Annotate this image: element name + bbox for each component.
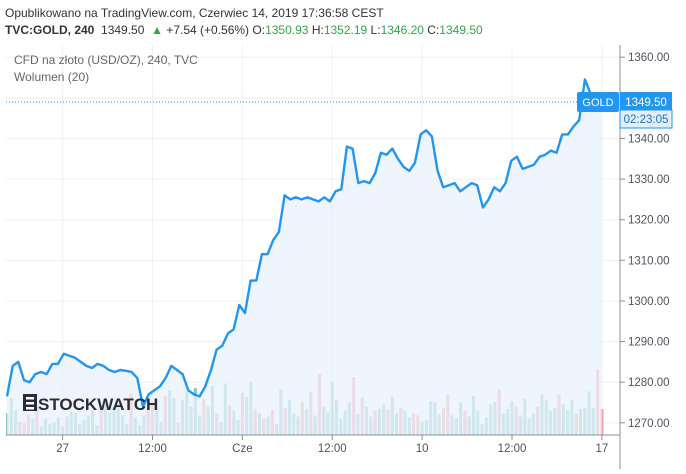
- symbol-label: TVC:GOLD, 240: [5, 23, 95, 37]
- x-tick-label: 12:00: [498, 443, 527, 455]
- open-label: O:: [252, 23, 266, 37]
- stockwatch-logo: STOCKWATCH: [23, 394, 158, 414]
- up-arrow-icon: ▲: [151, 23, 163, 37]
- low-value: 1346.20: [380, 23, 424, 37]
- badge-countdown-bg: [619, 109, 673, 129]
- badge-value-bg: [620, 92, 672, 112]
- price-area: [7, 79, 602, 435]
- x-tick-label: 27: [56, 443, 69, 455]
- price-chart[interactable]: 1270.00 1280.00 1290.00 1300.00 1310.00 1320.…: [5, 45, 684, 469]
- y-tick-label: 1360.00: [628, 52, 670, 64]
- y-tick-label: 1340.00: [628, 133, 670, 145]
- y-tick-label: 1310.00: [628, 255, 670, 267]
- volume-legend: Wolumen (20): [14, 70, 89, 84]
- badge-countdown: 02:23:05: [624, 114, 669, 126]
- x-tick-label: 12:00: [318, 443, 347, 455]
- x-tick-label: Cze: [232, 443, 252, 455]
- y-tick-label: 1300.00: [628, 296, 670, 308]
- badge-symbol: GOLD: [582, 97, 613, 109]
- high-label: H:: [311, 23, 324, 37]
- low-label: L:: [370, 23, 381, 37]
- y-tick-label: 1320.00: [628, 215, 670, 227]
- badge-label-bg: [577, 92, 619, 112]
- published-caption: Opublikowano na TradingView.com, Czerwie…: [5, 6, 384, 20]
- y-tick-label: 1330.00: [628, 174, 670, 186]
- price-axis[interactable]: 1270.00 1280.00 1290.00 1300.00 1310.00 1320.…: [620, 52, 670, 430]
- close-value: 1349.50: [439, 23, 483, 37]
- badge-value: 1349.50: [625, 97, 667, 109]
- y-tick-label: 1270.00: [628, 418, 670, 430]
- watermark-text: STOCKWATCH: [38, 395, 158, 414]
- high-value: 1352.19: [323, 23, 368, 37]
- time-axis[interactable]: 27 12:00 Cze 12:00 10 12:00 17: [56, 435, 608, 455]
- series-legend: CFD na złoto (USD/OZ), 240, TVC: [14, 53, 198, 67]
- chart-frame[interactable]: 1270.00 1280.00 1290.00 1300.00 1310.00 1320.…: [5, 45, 684, 469]
- x-tick-label: 12:00: [138, 443, 167, 455]
- price-badge[interactable]: GOLD 1349.50 02:23:05: [577, 92, 673, 129]
- price-change: +7.54 (+0.56%): [166, 23, 250, 37]
- x-tick-label: 10: [416, 443, 429, 455]
- price-line[interactable]: [5, 78, 603, 408]
- y-tick-label: 1280.00: [628, 377, 670, 389]
- open-value: 1350.93: [265, 23, 309, 37]
- x-tick-label: 17: [595, 443, 608, 455]
- last-price: 1349.50: [101, 23, 145, 37]
- y-tick-label: 1290.00: [628, 337, 670, 349]
- ohlc-header: TVC:GOLD, 240 1349.50 ▲ +7.54 (+0.56%) O…: [5, 23, 483, 37]
- volume-bar: [5, 413, 9, 435]
- close-label: C:: [427, 23, 440, 37]
